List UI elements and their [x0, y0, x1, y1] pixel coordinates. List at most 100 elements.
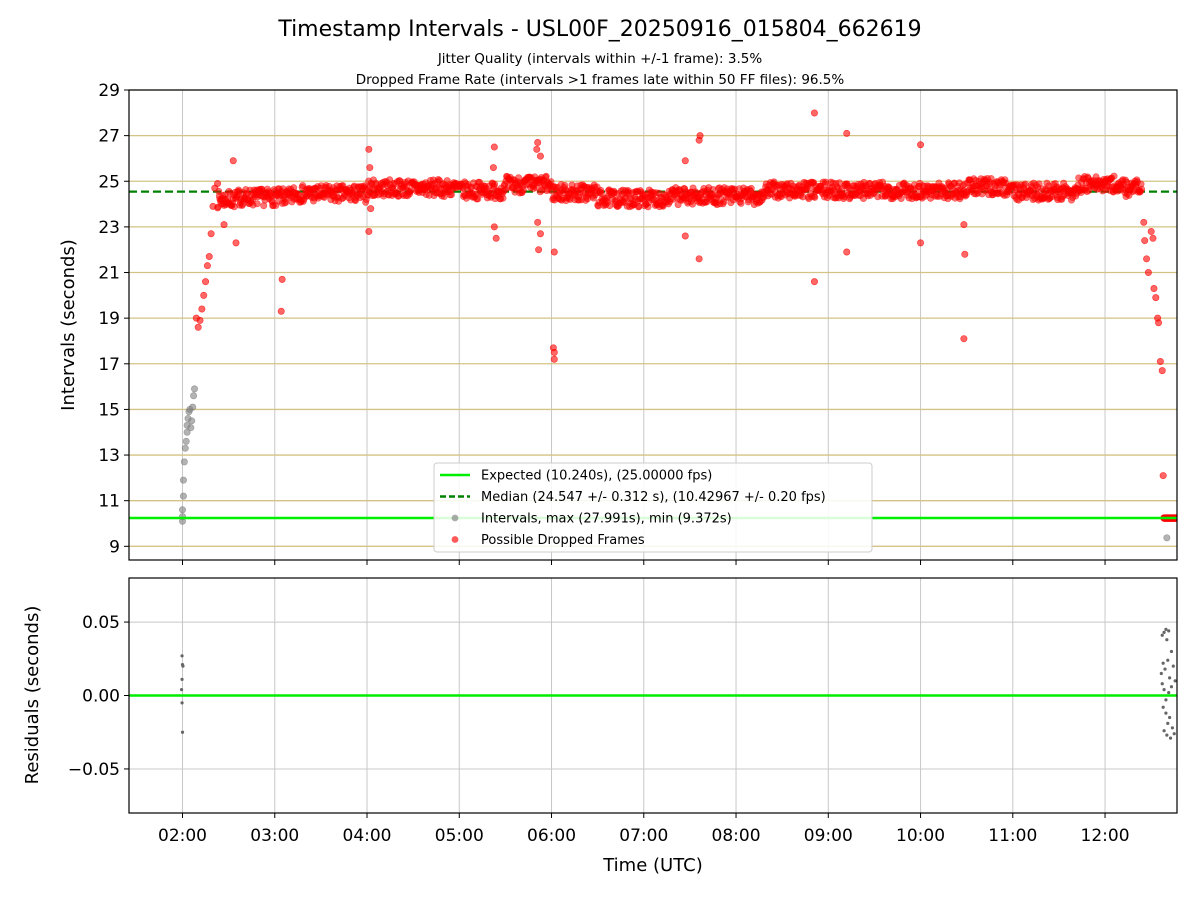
- residual-point: [1167, 629, 1171, 633]
- intervals-ytick-label: 25: [98, 172, 120, 192]
- intervals-ytick-label: 23: [98, 218, 120, 238]
- legend-dropped-swatch: [451, 536, 459, 543]
- intervals-y-label: Intervals (seconds): [58, 239, 79, 411]
- dropped-frame-point: [229, 157, 237, 165]
- residual-point: [1168, 676, 1172, 680]
- legend-intervals-swatch: [451, 514, 459, 522]
- dropped-frame-point: [897, 194, 905, 202]
- legend: Expected (10.240s), (25.00000 fps) Median…: [433, 462, 873, 553]
- residual-point: [1164, 698, 1168, 702]
- intervals-ytick-label: 19: [98, 309, 120, 329]
- dropped-frame-point: [490, 143, 498, 151]
- residual-point: [1168, 715, 1172, 720]
- residual-point: [1163, 667, 1167, 671]
- dropped-frame-point: [550, 348, 558, 356]
- residual-point: [1159, 671, 1163, 676]
- dropped-frame-point: [282, 198, 290, 206]
- dropped-frame-point: [1155, 319, 1163, 327]
- dropped-frame-point: [1021, 180, 1029, 188]
- interval-point: [190, 392, 198, 400]
- intervals-ytick-label: 21: [98, 264, 120, 284]
- residuals-panel: 02:00 03:00 04:00 05:00 06:00 07:00 08:00 09:00…: [68, 577, 1178, 846]
- dropped-frame-point: [535, 246, 543, 254]
- interval-point: [183, 428, 191, 436]
- residual-point: [1160, 682, 1164, 686]
- x-tick-label: 02:00: [158, 826, 207, 846]
- residual-point: [1169, 649, 1174, 654]
- legend-median-label: Median (24.547 +/- 0.312 s), (10.42967 +…: [481, 490, 826, 505]
- intervals-ytick-label: 17: [98, 355, 120, 375]
- residual-point: [1169, 685, 1174, 689]
- dropped-frame-point: [534, 138, 542, 146]
- dropped-frame-point: [747, 184, 755, 192]
- dropped-frame-point: [1110, 172, 1118, 180]
- chart-subtitle-jitter: Jitter Quality (intervals within +/-1 fr…: [437, 51, 763, 67]
- dropped-frame-point: [533, 145, 541, 153]
- chart-subtitle-dropped: Dropped Frame Rate (intervals >1 frames …: [356, 72, 845, 88]
- interval-point: [179, 476, 187, 484]
- dropped-frame-point: [534, 218, 542, 226]
- x-tick-label: 11:00: [988, 826, 1037, 846]
- intervals-frame: [128, 89, 1178, 561]
- residual-point: [1173, 679, 1177, 683]
- x-tick-label: 12:00: [1081, 826, 1130, 846]
- residual-point: [180, 730, 185, 734]
- dropped-frame-point: [207, 230, 215, 238]
- dropped-frame-point: [489, 164, 497, 172]
- intervals-ytick-label: 11: [98, 492, 120, 512]
- interval-point: [179, 506, 187, 514]
- interval-point: [191, 385, 199, 393]
- dropped-frame-point: [550, 355, 558, 363]
- residual-point: [1170, 726, 1174, 730]
- legend-intervals-label: Intervals, max (27.991s), min (9.372s): [481, 512, 732, 527]
- dropped-frame-point: [606, 202, 614, 210]
- x-tick-label: 07:00: [619, 826, 668, 846]
- residual-point: [1164, 627, 1168, 632]
- residual-point: [181, 664, 185, 668]
- residual-point: [1172, 732, 1176, 736]
- residuals-frame: [128, 577, 1178, 814]
- x-tick-label: 05:00: [435, 826, 484, 846]
- interval-point: [1163, 534, 1171, 542]
- dropped-frame-point: [277, 307, 285, 315]
- residual-point: [1166, 721, 1170, 726]
- residual-point: [1168, 736, 1173, 740]
- dropped-frame-point: [536, 152, 544, 160]
- chart-title: Timestamp Intervals - USL00F_20250916_01…: [277, 17, 921, 42]
- dropped-frame-point: [1159, 472, 1167, 480]
- x-tick-label: 03:00: [250, 826, 299, 846]
- dropped-frame-point: [253, 200, 261, 208]
- dropped-frame-point: [200, 291, 208, 299]
- dropped-frame-point: [367, 205, 375, 213]
- residual-point: [1160, 633, 1164, 637]
- x-tick-label: 04:00: [343, 826, 392, 846]
- dropped-frame-point: [474, 195, 482, 203]
- residual-point: [1165, 733, 1169, 737]
- dropped-frame-point: [1150, 284, 1158, 292]
- x-tick-label: 08:00: [712, 826, 761, 846]
- dropped-frame-point: [205, 253, 213, 261]
- dropped-frame-point: [542, 172, 550, 180]
- intervals-ytick-label: 27: [98, 127, 120, 147]
- dropped-frame-point: [1156, 358, 1164, 366]
- dropped-frame-point: [194, 323, 202, 331]
- residuals-ytick-label: 0.05: [82, 613, 120, 633]
- residuals-ytick-label: 0.00: [82, 687, 120, 707]
- dropped-frame-point: [681, 232, 689, 240]
- residual-point: [180, 677, 184, 681]
- residual-point: [1162, 688, 1166, 692]
- dropped-frame-point: [491, 180, 499, 188]
- dropped-frame-point: [220, 221, 228, 229]
- residual-point: [1165, 638, 1169, 642]
- intervals-ytick-label: 13: [98, 446, 120, 466]
- dropped-frame-point: [1138, 185, 1146, 193]
- dropped-frame-point: [1035, 180, 1043, 188]
- dropped-frame-point: [1147, 227, 1155, 235]
- x-tick-label: 09:00: [804, 826, 853, 846]
- interval-point: [179, 492, 187, 500]
- dropped-frame-point: [917, 239, 925, 247]
- dropped-frame-point: [843, 248, 851, 256]
- dropped-frame-point: [681, 157, 689, 165]
- dropped-frame-point: [961, 250, 969, 258]
